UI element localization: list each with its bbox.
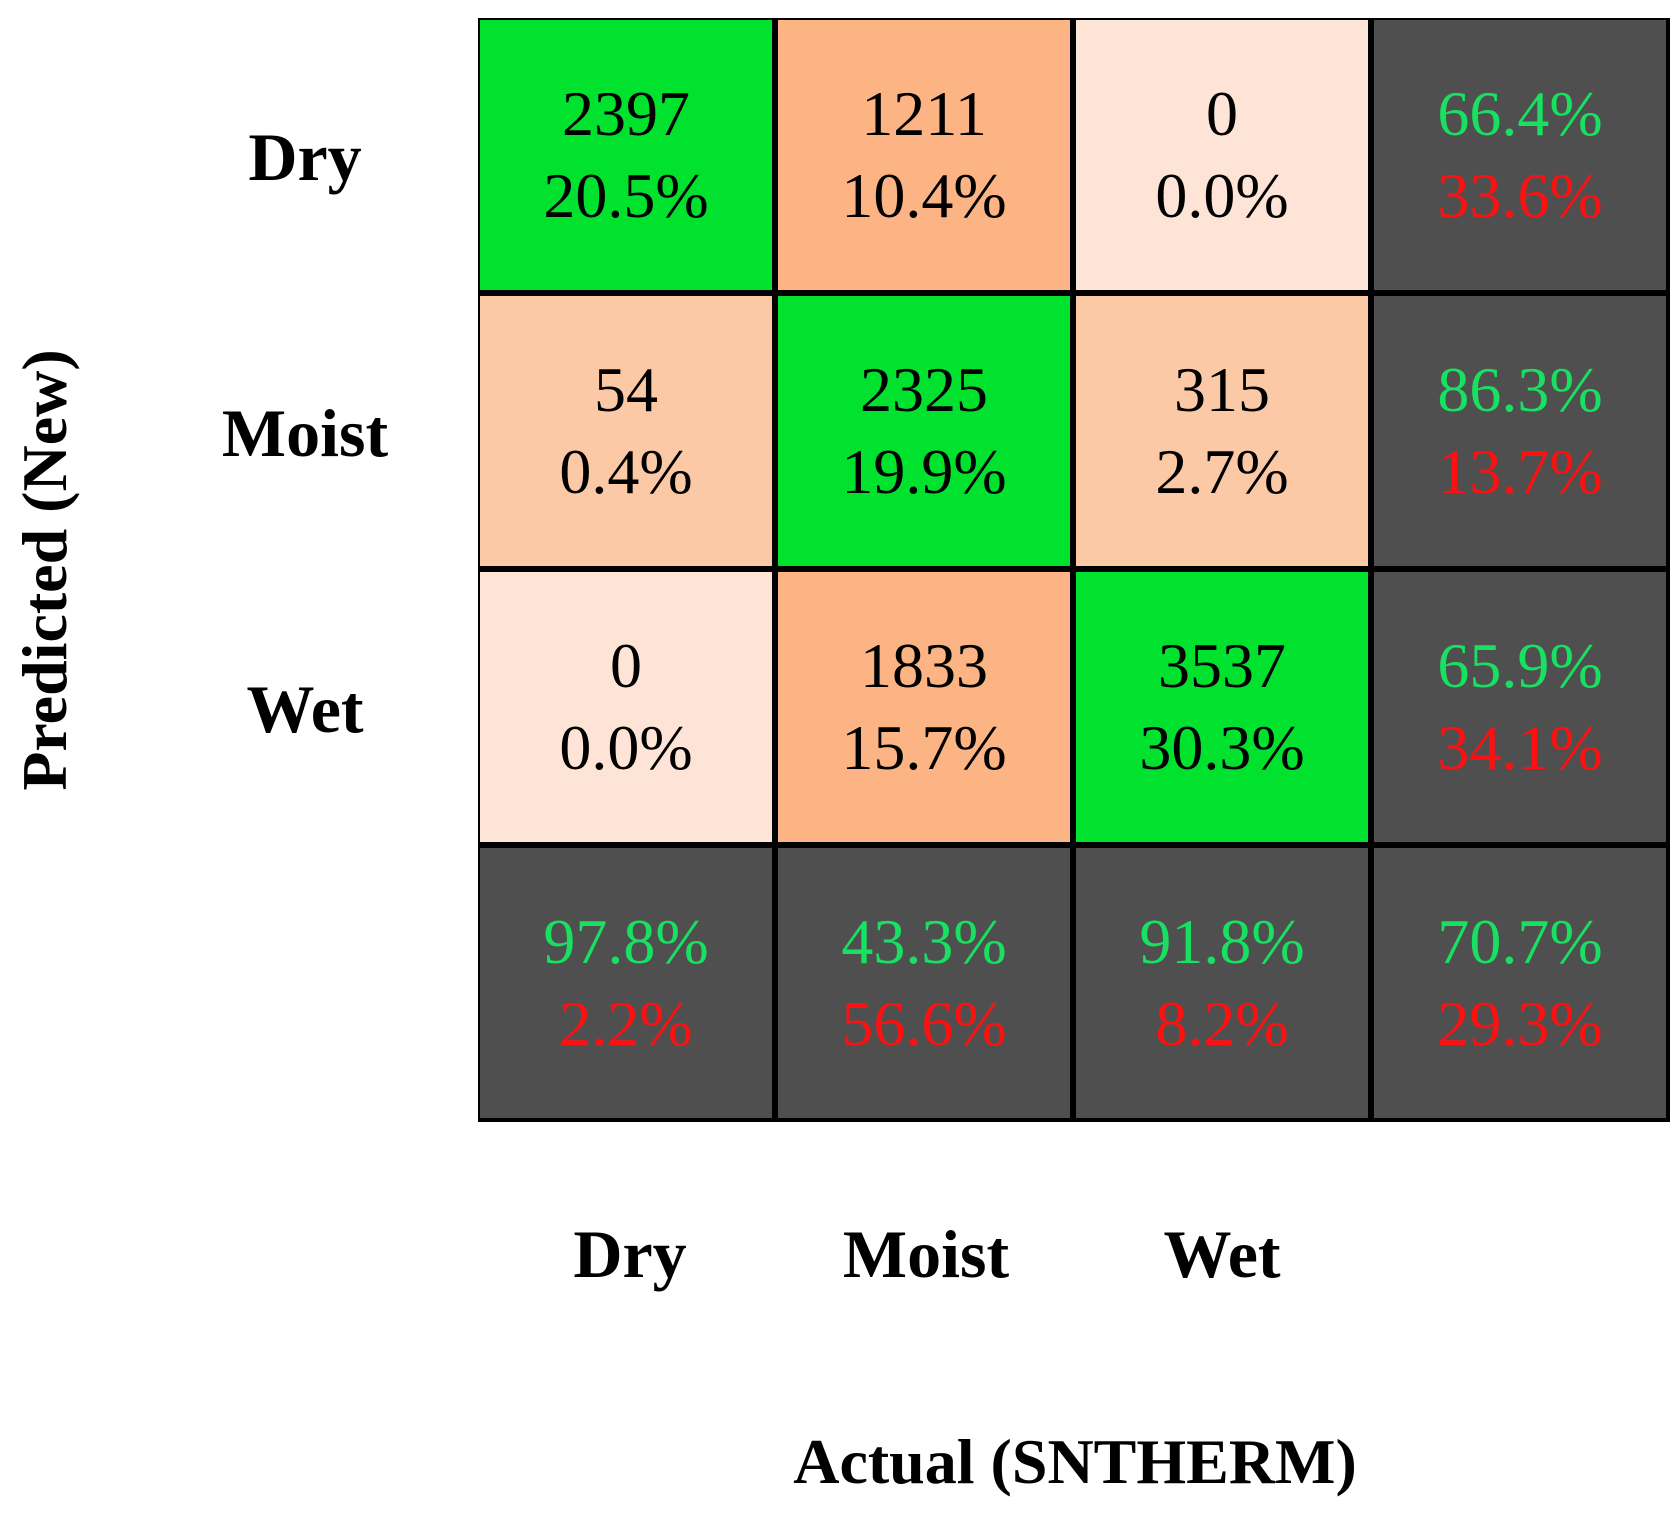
matrix-cell-moist-dry: 54 0.4%	[480, 296, 772, 566]
cell-count: 0	[610, 630, 642, 701]
matrix-grid: 2397 20.5% 1211 10.4% 0 0.0% 66.4% 33.6% 54 0.4% 2…	[478, 18, 1670, 1122]
overall-correct: 70.7%	[1437, 906, 1603, 977]
cell-percent: 0.0%	[559, 712, 693, 783]
row-label-wet: Wet	[246, 671, 364, 747]
overall-summary: 70.7% 29.3%	[1374, 848, 1666, 1118]
cell-percent: 0.0%	[1155, 160, 1289, 231]
col-summary-wet: 91.8% 8.2%	[1076, 848, 1368, 1118]
overall-incorrect: 29.3%	[1437, 988, 1603, 1059]
y-axis-title-wrap: Predicted (New)	[0, 300, 90, 840]
matrix-cell-moist-moist: 2325 19.9%	[778, 296, 1070, 566]
cell-count: 1211	[861, 78, 987, 149]
col-label-moist: Moist	[842, 1216, 1010, 1292]
col-summary-correct: 91.8%	[1139, 906, 1305, 977]
cell-count: 0	[1206, 78, 1238, 149]
cell-count: 3537	[1158, 630, 1286, 701]
cell-count: 54	[594, 354, 658, 425]
row-summary-wet: 65.9% 34.1%	[1374, 572, 1666, 842]
matrix-cell-moist-wet: 315 2.7%	[1076, 296, 1368, 566]
cell-percent: 2.7%	[1155, 436, 1289, 507]
matrix-cell-dry-dry: 2397 20.5%	[480, 20, 772, 290]
cell-percent: 15.7%	[841, 712, 1007, 783]
cell-percent: 10.4%	[841, 160, 1007, 231]
col-summary-moist: 43.3% 56.6%	[778, 848, 1070, 1118]
matrix-cell-wet-dry: 0 0.0%	[480, 572, 772, 842]
col-summary-incorrect: 2.2%	[559, 988, 693, 1059]
col-summary-correct: 97.8%	[543, 906, 709, 977]
cell-percent: 20.5%	[543, 160, 709, 231]
matrix-cell-wet-moist: 1833 15.7%	[778, 572, 1070, 842]
col-summary-incorrect: 56.6%	[841, 988, 1007, 1059]
matrix-cell-dry-moist: 1211 10.4%	[778, 20, 1070, 290]
row-summary-correct: 86.3%	[1437, 354, 1603, 425]
col-label-dry: Dry	[573, 1216, 687, 1292]
cell-count: 2325	[860, 354, 988, 425]
y-axis-title: Predicted (New)	[9, 349, 80, 791]
x-axis-title: Actual (SNTHERM)	[793, 1426, 1357, 1497]
row-label-moist: Moist	[221, 395, 389, 471]
matrix-cell-dry-wet: 0 0.0%	[1076, 20, 1368, 290]
row-summary-moist: 86.3% 13.7%	[1374, 296, 1666, 566]
col-summary-correct: 43.3%	[841, 906, 1007, 977]
cell-percent: 30.3%	[1139, 712, 1305, 783]
row-label-dry: Dry	[248, 119, 362, 195]
matrix-cell-wet-wet: 3537 30.3%	[1076, 572, 1368, 842]
cell-count: 315	[1174, 354, 1270, 425]
row-summary-correct: 65.9%	[1437, 630, 1603, 701]
row-summary-incorrect: 34.1%	[1437, 712, 1603, 783]
col-summary-dry: 97.8% 2.2%	[480, 848, 772, 1118]
row-summary-dry: 66.4% 33.6%	[1374, 20, 1666, 290]
col-label-wet: Wet	[1163, 1216, 1281, 1292]
col-summary-incorrect: 8.2%	[1155, 988, 1289, 1059]
cell-count: 2397	[562, 78, 690, 149]
cell-percent: 19.9%	[841, 436, 1007, 507]
cell-count: 1833	[860, 630, 988, 701]
row-summary-incorrect: 33.6%	[1437, 160, 1603, 231]
row-summary-correct: 66.4%	[1437, 78, 1603, 149]
cell-percent: 0.4%	[559, 436, 693, 507]
row-summary-incorrect: 13.7%	[1437, 436, 1603, 507]
